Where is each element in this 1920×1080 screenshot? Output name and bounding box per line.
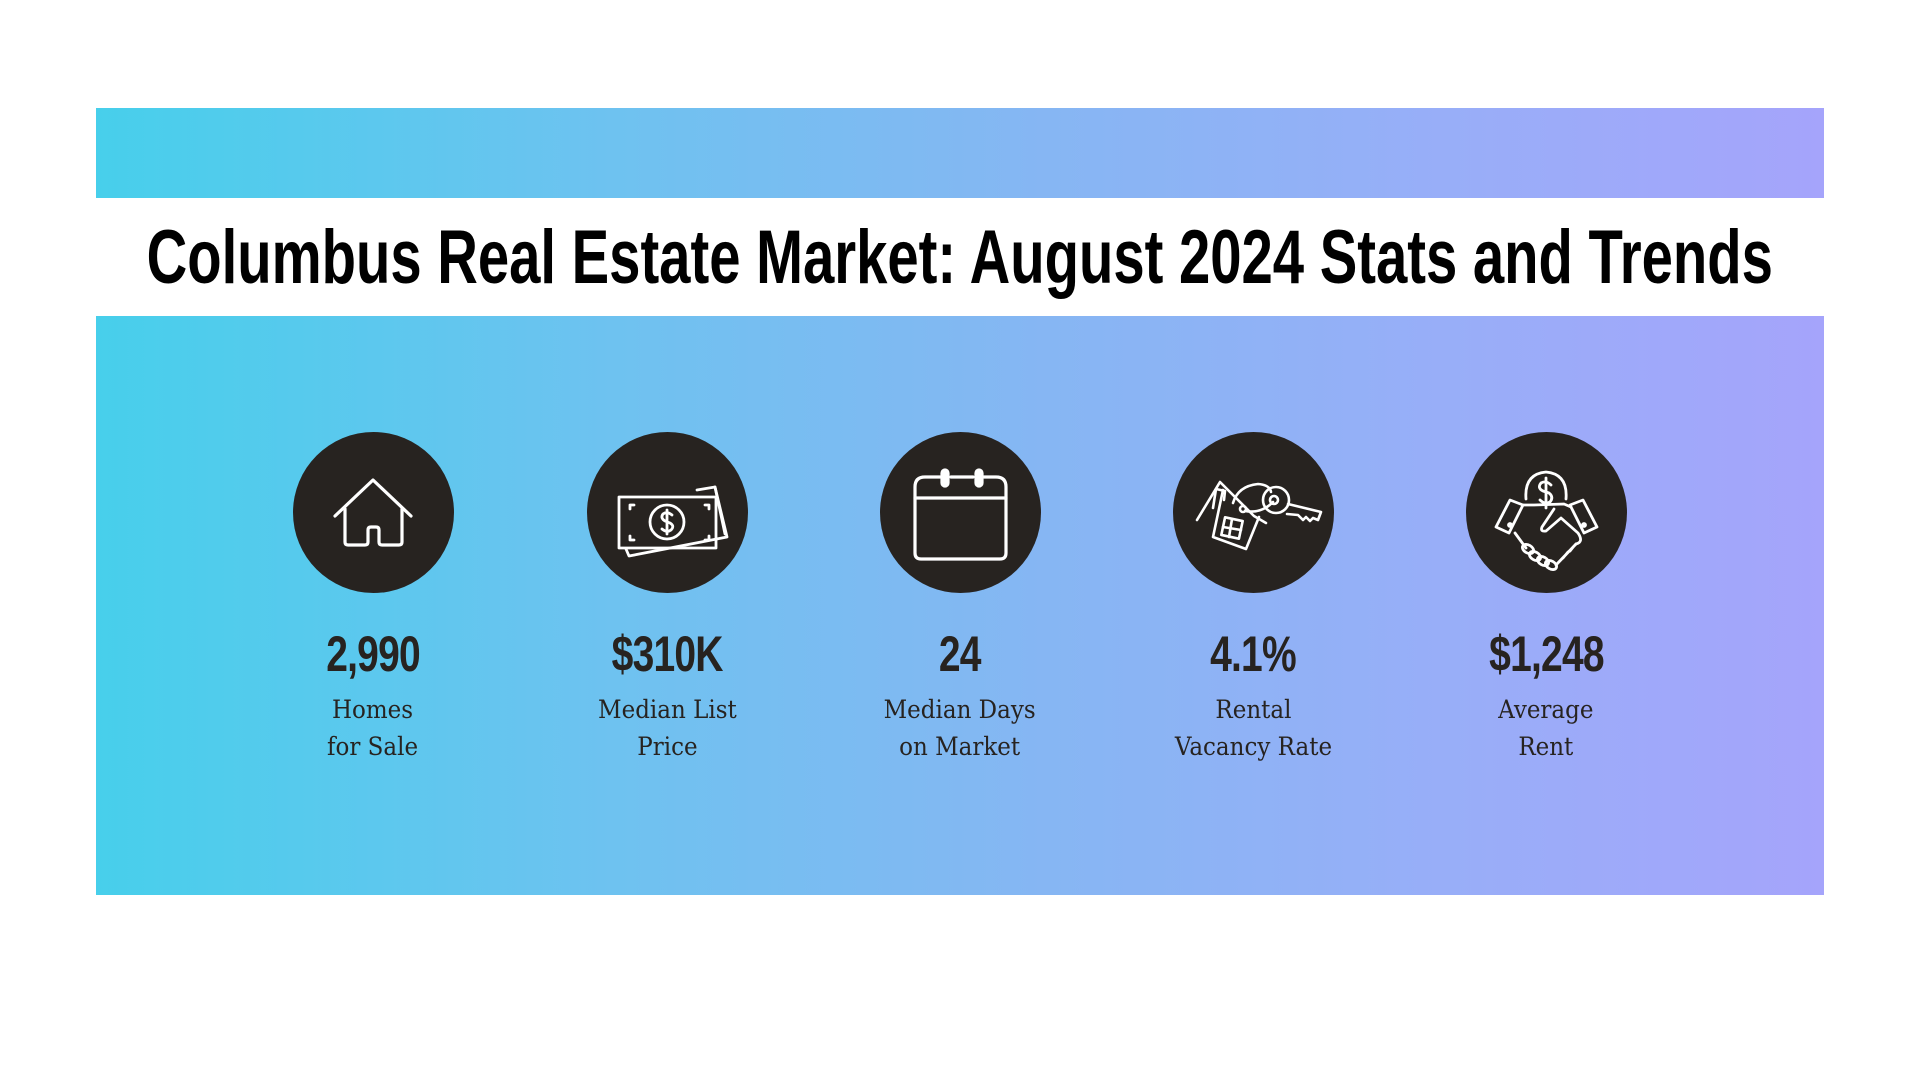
stat-homes-for-sale: 2,990 Homes for Sale	[243, 432, 503, 765]
stat-median-list-price: $310K Median List Price	[537, 432, 797, 765]
stat-value: $1,248	[1488, 626, 1604, 682]
top-gradient-band	[96, 108, 1824, 198]
stat-median-days-on-market: 24 Median Days on Market	[830, 432, 1090, 765]
title-container: Columbus Real Estate Market: August 2024…	[0, 212, 1920, 304]
stat-value: 24	[939, 626, 982, 682]
stat-label: Homes for Sale	[327, 695, 419, 761]
house-key-icon	[1172, 432, 1334, 593]
stat-value: $310K	[611, 626, 723, 682]
house-icon	[292, 432, 454, 593]
stat-label: Median List Price	[597, 695, 737, 761]
stats-row: 2,990 Homes for Sale $310K Median List P…	[0, 432, 1920, 772]
money-bills-icon	[586, 432, 748, 593]
stat-label: Rental Vacancy Rate	[1174, 695, 1332, 761]
calendar-icon	[879, 432, 1041, 593]
stat-value: 4.1%	[1210, 626, 1297, 682]
handshake-dollar-icon	[1465, 432, 1627, 593]
stat-label: Median Days on Market	[883, 695, 1037, 761]
stat-label: Average Rent	[1498, 695, 1594, 761]
stat-average-rent: $1,248 Average Rent	[1416, 432, 1676, 765]
stats-gradient-panel	[96, 316, 1824, 895]
stat-value: 2,990	[326, 626, 420, 682]
stat-rental-vacancy-rate: 4.1% Rental Vacancy Rate	[1123, 432, 1383, 765]
page-title: Columbus Real Estate Market: August 2024…	[146, 215, 1774, 300]
